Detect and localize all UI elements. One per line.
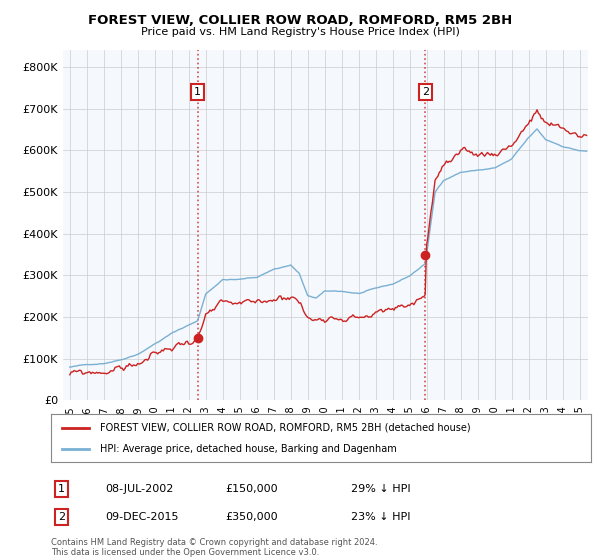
Text: 1: 1	[58, 484, 65, 494]
Text: £350,000: £350,000	[225, 512, 278, 522]
Text: 2: 2	[422, 87, 429, 97]
Text: 23% ↓ HPI: 23% ↓ HPI	[351, 512, 410, 522]
Text: 1: 1	[194, 87, 201, 97]
Text: 29% ↓ HPI: 29% ↓ HPI	[351, 484, 410, 494]
Text: 09-DEC-2015: 09-DEC-2015	[105, 512, 179, 522]
Text: Price paid vs. HM Land Registry's House Price Index (HPI): Price paid vs. HM Land Registry's House …	[140, 27, 460, 37]
Text: 2: 2	[58, 512, 65, 522]
Text: HPI: Average price, detached house, Barking and Dagenham: HPI: Average price, detached house, Bark…	[100, 444, 397, 454]
Text: £150,000: £150,000	[225, 484, 278, 494]
Text: 08-JUL-2002: 08-JUL-2002	[105, 484, 173, 494]
Text: FOREST VIEW, COLLIER ROW ROAD, ROMFORD, RM5 2BH (detached house): FOREST VIEW, COLLIER ROW ROAD, ROMFORD, …	[100, 423, 470, 433]
Text: Contains HM Land Registry data © Crown copyright and database right 2024.
This d: Contains HM Land Registry data © Crown c…	[51, 538, 377, 557]
Text: FOREST VIEW, COLLIER ROW ROAD, ROMFORD, RM5 2BH: FOREST VIEW, COLLIER ROW ROAD, ROMFORD, …	[88, 14, 512, 27]
